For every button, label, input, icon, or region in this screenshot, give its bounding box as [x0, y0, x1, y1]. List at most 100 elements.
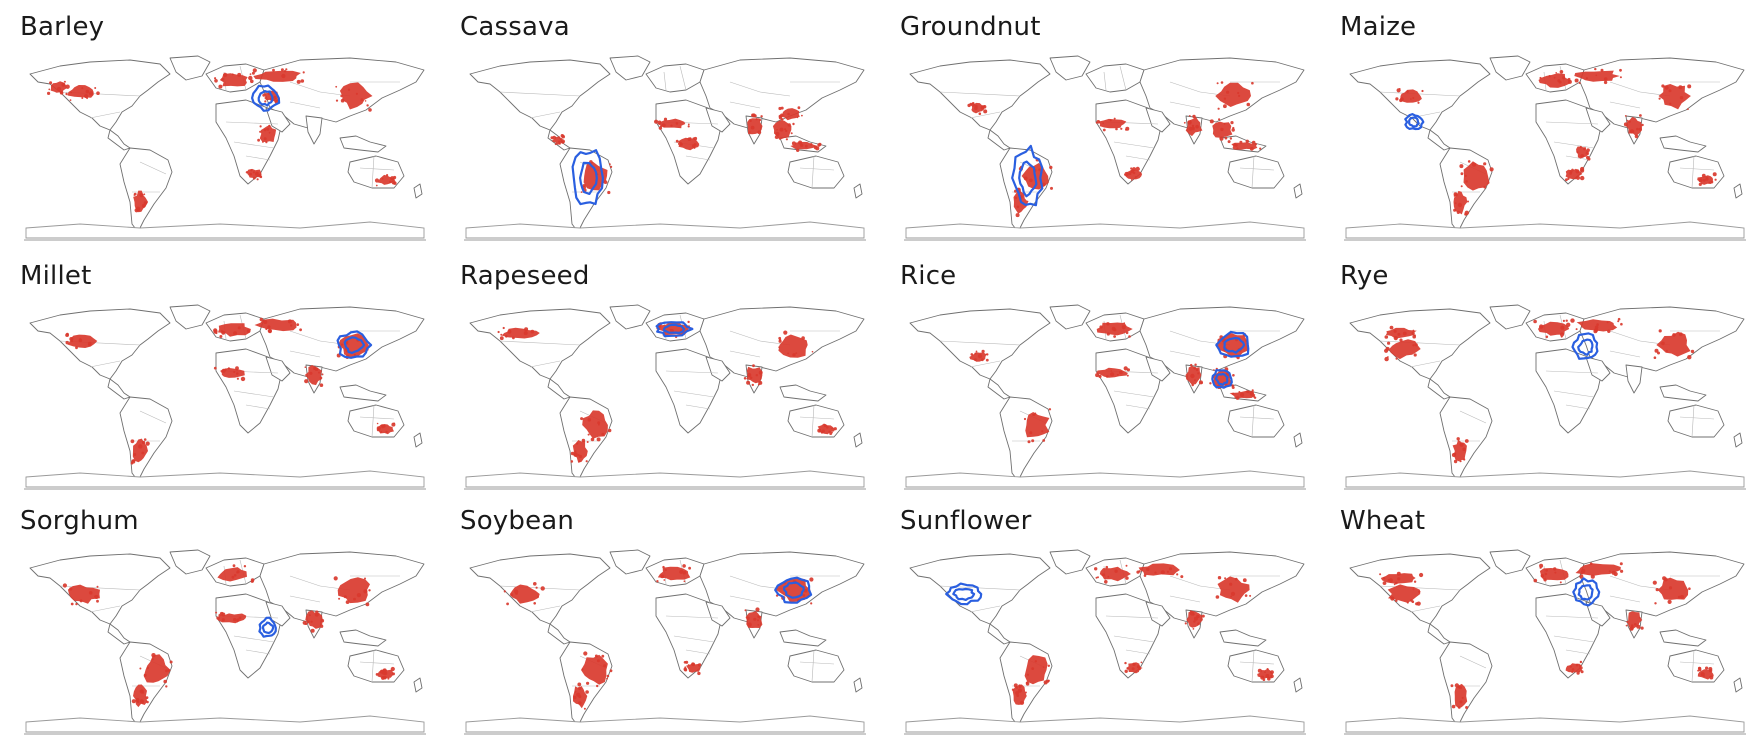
production-speck — [1453, 459, 1458, 464]
country-border — [1679, 167, 1715, 171]
production-speck — [1107, 575, 1110, 578]
production-speck — [273, 95, 277, 99]
production-speck — [795, 352, 798, 354]
production-speck — [776, 128, 778, 131]
production-speck — [1396, 571, 1401, 576]
continent-outline — [305, 115, 323, 145]
production-speck — [561, 140, 564, 144]
continent-outline — [339, 629, 387, 647]
production-area-us-cornbelt — [1400, 89, 1422, 103]
country-border — [1609, 81, 1641, 93]
production-speck — [1539, 76, 1542, 80]
continent-outline — [29, 59, 171, 131]
production-speck — [1194, 379, 1196, 382]
country-border — [799, 416, 835, 420]
world-map — [904, 55, 1306, 241]
production-area-europe — [1538, 321, 1570, 336]
production-speck — [1094, 567, 1098, 571]
production-speck — [145, 696, 149, 699]
country-border — [1609, 575, 1641, 587]
production-speck — [1016, 205, 1020, 209]
country-border — [1169, 330, 1201, 342]
continent-outline — [999, 396, 1053, 482]
production-speck — [385, 430, 388, 434]
continent-outline — [1145, 356, 1171, 382]
production-speck — [970, 353, 974, 356]
antarctica-outline — [465, 221, 865, 239]
origin-subregion-near-east — [1577, 338, 1594, 356]
production-speck — [803, 588, 808, 593]
production-speck — [1209, 382, 1212, 385]
country-border — [139, 410, 167, 424]
production-speck — [1555, 72, 1557, 74]
production-speck — [1571, 668, 1575, 671]
production-speck — [1102, 122, 1104, 124]
country-border — [679, 65, 687, 91]
production-speck — [79, 338, 82, 341]
production-speck — [1194, 363, 1197, 366]
production-speck — [1669, 102, 1672, 105]
production-speck — [1581, 568, 1586, 574]
country-border — [1113, 390, 1155, 398]
production-speck — [554, 143, 557, 146]
production-speck — [218, 84, 223, 89]
country-border — [1609, 595, 1641, 603]
production-speck — [1412, 588, 1415, 591]
production-speck — [587, 418, 592, 422]
production-speck — [268, 131, 271, 134]
continent-outline — [987, 378, 1011, 400]
origin-region-south-america — [1011, 144, 1044, 207]
production-speck — [798, 140, 803, 145]
origin-subregion-china — [1223, 336, 1246, 354]
production-speck — [687, 664, 690, 666]
production-speck — [1246, 102, 1251, 107]
production-speck — [321, 373, 324, 376]
production-speck — [682, 564, 686, 568]
production-speck — [1419, 572, 1424, 578]
production-speck — [663, 579, 666, 581]
map-panel-cassava: Cassava — [440, 0, 870, 245]
production-speck — [684, 668, 688, 672]
production-speck — [368, 589, 371, 592]
production-speck — [1201, 381, 1203, 384]
production-speck — [607, 190, 611, 195]
production-speck — [1251, 81, 1254, 85]
production-speck — [1106, 375, 1109, 378]
production-speck — [1231, 384, 1234, 387]
continent-outline — [1667, 155, 1725, 189]
production-speck — [1217, 576, 1222, 580]
production-speck — [1636, 127, 1639, 131]
production-speck — [1154, 571, 1157, 574]
country-border — [1379, 585, 1461, 591]
production-speck — [751, 113, 755, 117]
production-speck — [143, 201, 148, 205]
production-speck — [1251, 140, 1256, 145]
production-area-usa — [1387, 584, 1421, 603]
production-speck — [1123, 366, 1128, 371]
production-speck — [981, 358, 984, 362]
origin-region-near-east — [1572, 577, 1601, 607]
production-speck — [610, 165, 613, 168]
production-speck — [1701, 173, 1706, 178]
country-border — [245, 404, 271, 410]
production-speck — [974, 352, 977, 355]
production-speck — [743, 377, 747, 380]
production-speck — [1018, 684, 1021, 688]
production-speck — [1562, 319, 1565, 322]
production-speck — [1617, 320, 1620, 323]
production-speck — [590, 437, 595, 442]
production-speck — [1639, 114, 1642, 117]
production-speck — [967, 103, 971, 108]
continent-outline — [1085, 63, 1145, 93]
continent-outline — [1219, 629, 1267, 647]
country-border — [529, 111, 561, 119]
map-panel-soybean: Soybean — [440, 494, 870, 739]
production-speck — [574, 690, 577, 693]
production-speck — [1580, 175, 1585, 181]
production-speck — [1688, 587, 1691, 590]
continent-outline — [107, 378, 131, 400]
production-speck — [533, 602, 536, 605]
country-border — [665, 370, 719, 374]
production-speck — [1569, 172, 1572, 175]
production-speck — [320, 618, 325, 623]
